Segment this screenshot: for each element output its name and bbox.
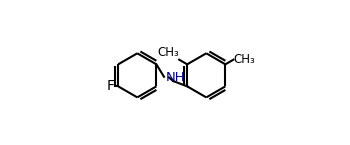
Text: CH₃: CH₃ (157, 46, 179, 59)
Text: F: F (106, 79, 114, 93)
Text: NH: NH (166, 71, 185, 84)
Text: CH₃: CH₃ (234, 53, 256, 66)
